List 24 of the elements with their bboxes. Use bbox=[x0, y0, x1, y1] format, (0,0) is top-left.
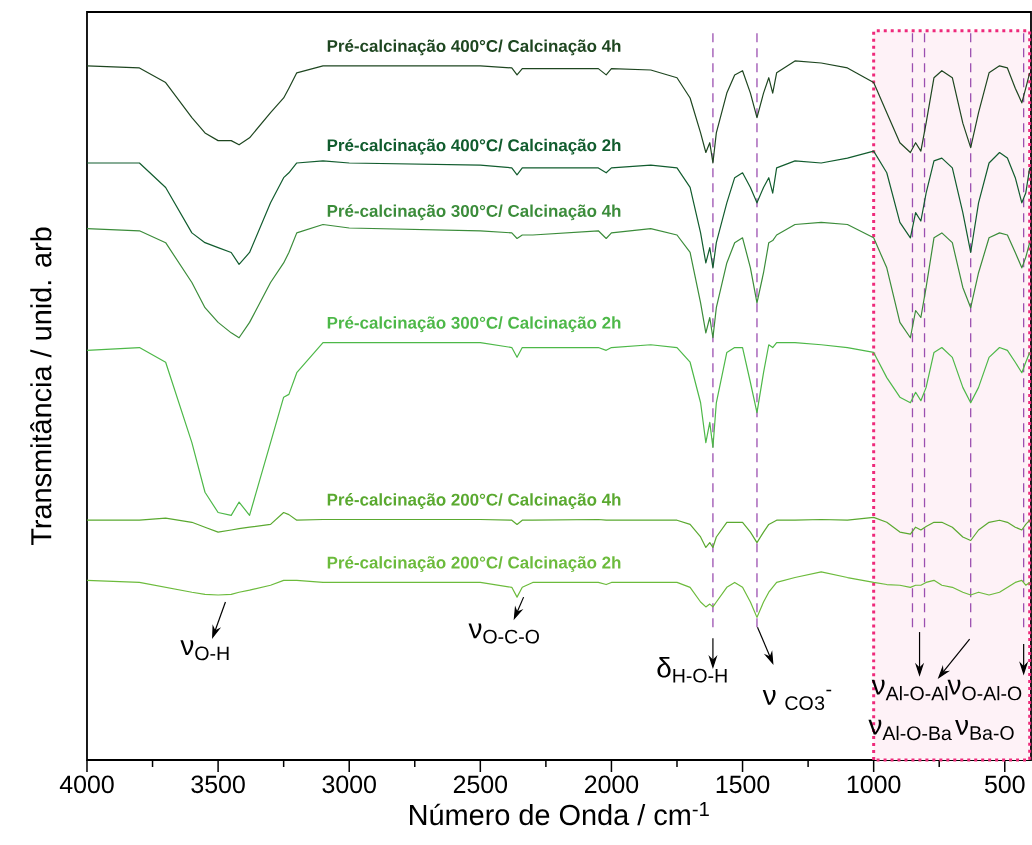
series-label: Pré-calcinação 400°C/ Calcinação 2h bbox=[327, 138, 621, 155]
x-tick-label: 1000 bbox=[847, 775, 901, 794]
series-label: Pré-calcinação 200°C/ Calcinação 2h bbox=[327, 555, 621, 572]
annotation: ν$_{Al-O-Ba}$ bbox=[868, 719, 952, 741]
x-tick-label: 3000 bbox=[322, 775, 376, 794]
series-label: Pré-calcinação 300°C/ Calcinação 2h bbox=[327, 316, 621, 333]
annotation: ν$_{O-C-O}$ bbox=[468, 623, 539, 644]
annotation: ν$_{O-H}$ bbox=[180, 640, 229, 661]
annotation: ν$_{O-Al-O}$ bbox=[947, 679, 1022, 701]
x-axis-title: Número de Onda / cm$^{-1}$ bbox=[410, 802, 709, 826]
annotation: δ$_{H-O-H}$ bbox=[657, 657, 727, 683]
series-label: Pré-calcinação 200°C/ Calcinação 4h bbox=[327, 493, 621, 509]
x-tick-label: 500 bbox=[985, 775, 1025, 794]
x-tick-label: 2500 bbox=[453, 775, 508, 794]
annotation: ν$_{Ba-O}$ bbox=[955, 719, 1014, 740]
annotation: ν $_{CO3}$- bbox=[762, 689, 832, 710]
x-tick-label: 2000 bbox=[584, 775, 639, 794]
annotation: ν$_{Al-O-Al}$ bbox=[871, 679, 948, 701]
x-tick-label: 4000 bbox=[59, 775, 114, 794]
x-tick-label: 3500 bbox=[191, 775, 245, 794]
series-label: Pré-calcinação 400°C/ Calcinação 4h bbox=[327, 39, 621, 56]
y-axis-title: Transmitância / unid. arb bbox=[30, 227, 52, 546]
series-label: Pré-calcinação 300°C/ Calcinação 4h bbox=[327, 204, 621, 221]
x-tick-label: 1500 bbox=[716, 775, 770, 794]
